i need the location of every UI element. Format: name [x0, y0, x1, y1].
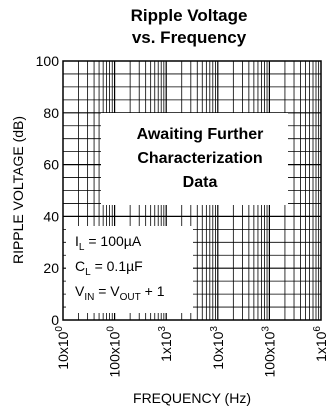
- y-tick-label: 60: [43, 157, 59, 173]
- x-axis-label: FREQUENCY (Hz): [133, 390, 251, 406]
- annotation-line-1: Awaiting Further: [137, 126, 264, 143]
- condition-cl: CL = 0.1µF: [75, 258, 143, 278]
- annotation-line-2: Characterization: [137, 150, 262, 167]
- x-tick-label: 100x100: [106, 326, 123, 378]
- plot-frame: [62, 60, 322, 321]
- x-tick-labels: 10x100 100x100 1x103 10x103 100x103 1x106: [54, 326, 329, 378]
- condition-vin: VIN = VOUT + 1: [75, 283, 165, 303]
- y-tick-label: 20: [43, 260, 59, 276]
- y-tick-label: 40: [43, 208, 59, 224]
- condition-il: IL = 100µA: [75, 233, 142, 253]
- x-tick-label: 1x103: [157, 326, 174, 362]
- x-tick-label: 10x103: [209, 326, 226, 370]
- annotation-box: [101, 113, 288, 205]
- y-tick-label: 0: [51, 312, 59, 328]
- y-axis-label: RIPPLE VOLTAGE (dB): [10, 116, 26, 264]
- annotation-line-3: Data: [183, 174, 218, 191]
- conditions-box: [66, 226, 193, 313]
- x-tick-label: 10x100: [54, 326, 71, 370]
- y-tick-label: 80: [43, 105, 59, 121]
- x-tick-label: 100x103: [260, 326, 277, 378]
- x-tick-label: 1x106: [312, 326, 329, 362]
- chart-subtitle: vs. Frequency: [132, 28, 247, 47]
- chart-title: Ripple Voltage: [131, 6, 248, 25]
- y-tick-labels: 0 20 40 60 80 100: [36, 53, 60, 328]
- y-tick-label: 100: [36, 53, 60, 69]
